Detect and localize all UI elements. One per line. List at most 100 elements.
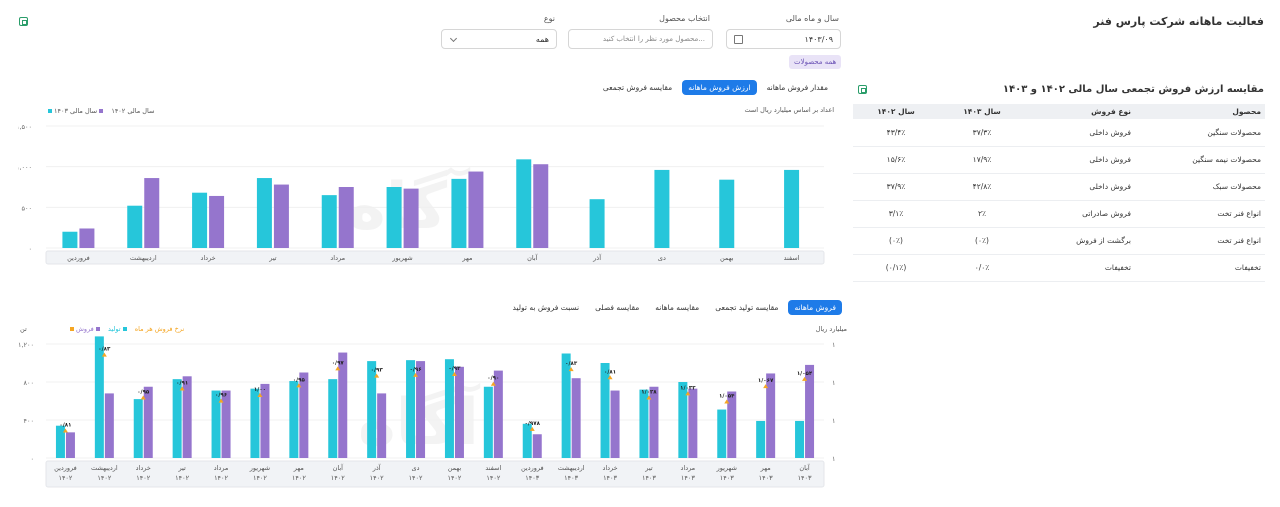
tab-cumulative-production[interactable]: مقایسه تولید تجمعی bbox=[715, 303, 779, 312]
x-tick-label: مهر bbox=[293, 464, 304, 472]
x-tick-year: ۱۴۰۲ bbox=[409, 474, 423, 482]
bar-sales bbox=[532, 434, 542, 458]
bar-1402 bbox=[451, 178, 467, 248]
x-tick-label: فروردین bbox=[521, 464, 544, 472]
x-tick-year: ۱۴۰۲ bbox=[58, 474, 72, 482]
rate-marker bbox=[101, 352, 107, 357]
y-tick-label: ۰ bbox=[31, 455, 35, 463]
x-tick-label: آذر bbox=[592, 253, 602, 262]
rate-marker bbox=[607, 375, 613, 380]
bar-1402 bbox=[589, 199, 605, 248]
bar-1402 bbox=[719, 179, 735, 248]
export-icon[interactable] bbox=[19, 17, 28, 26]
chart1-tabs: مقدار فروش ماهانه ارزش فروش ماهانه مقایس… bbox=[603, 80, 834, 95]
tab-monthly-compare[interactable]: مقایسه ماهانه bbox=[655, 303, 700, 312]
all-products-chip[interactable]: همه محصولات bbox=[789, 55, 842, 69]
bar-production bbox=[211, 390, 221, 458]
product-select[interactable]: محصول مورد نظر را انتخاب کنید... bbox=[568, 29, 713, 49]
x-tick-label: فروردین bbox=[67, 254, 90, 262]
rate-marker bbox=[568, 367, 574, 372]
bar-production bbox=[795, 420, 805, 458]
bar-production bbox=[639, 389, 649, 458]
bar-1403 bbox=[338, 187, 354, 248]
x-tick-year: ۱۴۰۲ bbox=[292, 474, 306, 482]
x-tick-label: آبان bbox=[527, 253, 539, 262]
bar-1402 bbox=[192, 192, 208, 248]
x-tick-year: ۱۴۰۲ bbox=[214, 474, 228, 482]
rate-label: ۰/۹۳ bbox=[371, 368, 384, 374]
rate-marker bbox=[374, 373, 380, 378]
tab-cumulative-compare[interactable]: مقایسه فروش تجمعی bbox=[602, 83, 673, 92]
bar-production bbox=[367, 361, 377, 458]
tab-monthly-value[interactable]: ارزش فروش ماهانه bbox=[682, 80, 757, 95]
x-tick-label: تیر bbox=[268, 254, 277, 262]
x-tick-label: شهریور bbox=[249, 464, 270, 472]
table-row: انواع فنر تخت برگشت از فروش (۰٪) (۰٪) bbox=[853, 227, 1265, 255]
rate-label: ۱/۰۰ bbox=[254, 387, 266, 393]
export-icon[interactable] bbox=[858, 85, 867, 94]
bar-production bbox=[756, 420, 766, 458]
rate-label: ۱/۰۵۴ bbox=[797, 371, 813, 377]
bar-production bbox=[717, 409, 727, 458]
x-tick-year: ۱۴۰۲ bbox=[331, 474, 345, 482]
rate-label: ۰/۹۱ bbox=[176, 381, 188, 387]
y-tick-label-right: ۱ bbox=[832, 455, 836, 463]
chart1-legend: سال مالی ۱۴۰۲ سال مالی ۱۴۰۳ bbox=[46, 107, 154, 115]
x-tick-year: ۱۴۰۳ bbox=[564, 474, 578, 482]
bar-sales bbox=[688, 388, 698, 458]
x-tick-label: دی bbox=[412, 464, 420, 472]
x-tick-label: دی bbox=[658, 254, 666, 262]
bar-sales bbox=[143, 386, 153, 458]
comparison-table: محصول نوع فروش سال ۱۴۰۳ سال ۱۴۰۲ محصولات… bbox=[853, 104, 1265, 282]
rate-marker bbox=[724, 399, 730, 404]
bar-production bbox=[678, 382, 688, 458]
page-title: فعالیت ماهانه شرکت پارس فنر bbox=[1093, 15, 1264, 28]
bar-1402 bbox=[784, 169, 800, 248]
rate-marker bbox=[218, 398, 224, 403]
rate-marker bbox=[685, 391, 691, 396]
rate-marker bbox=[62, 428, 68, 433]
y-tick-label-right: ۱ bbox=[832, 341, 836, 349]
bar-production bbox=[55, 425, 65, 458]
bar-1402 bbox=[321, 195, 337, 248]
x-tick-label: خرداد bbox=[200, 254, 215, 262]
y-tick-label: ۵۰۰ bbox=[22, 204, 32, 212]
chart1-subtitle: اعداد بر اساس میلیارد ریال است bbox=[744, 106, 834, 114]
rate-marker bbox=[646, 395, 652, 400]
x-tick-year: ۱۴۰۳ bbox=[603, 474, 617, 482]
x-tick-label: اسفند bbox=[784, 254, 800, 262]
y-tick-label: ۱,۰۰۰ bbox=[18, 164, 32, 172]
bar-production bbox=[600, 363, 610, 458]
bar-production bbox=[172, 379, 182, 458]
bar-1402 bbox=[256, 178, 272, 248]
rate-marker bbox=[529, 426, 535, 431]
rate-label: ۱/۰۵۴ bbox=[719, 393, 735, 399]
bar-sales bbox=[454, 366, 464, 458]
tab-monthly-quantity[interactable]: مقدار فروش ماهانه bbox=[766, 83, 828, 92]
table-row: محصولات نیمه سنگین فروش داخلی ۱۷/۹٪ ۱۵/۶… bbox=[853, 146, 1265, 174]
chart2-tabs: فروش ماهانه مقایسه تولید تجمعی مقایسه ما… bbox=[496, 300, 842, 315]
tab-monthly-sales[interactable]: فروش ماهانه bbox=[788, 300, 842, 315]
x-tick-year: ۱۴۰۳ bbox=[525, 474, 539, 482]
rate-marker bbox=[451, 372, 457, 377]
bar-1402 bbox=[386, 187, 402, 248]
type-select[interactable]: همه bbox=[441, 29, 557, 49]
bar-sales bbox=[493, 370, 503, 458]
tab-sales-production-ratio[interactable]: نسبت فروش به تولید bbox=[512, 303, 580, 312]
rate-label: ۰/۹۳ bbox=[448, 366, 461, 372]
x-tick-year: ۱۴۰۳ bbox=[642, 474, 656, 482]
x-tick-label: خرداد bbox=[136, 464, 151, 472]
tab-seasonal-compare[interactable]: مقایسه فصلی bbox=[595, 303, 640, 312]
bar-sales bbox=[260, 383, 270, 458]
col-sale-type: نوع فروش bbox=[1025, 104, 1135, 119]
x-tick-label: مهر bbox=[461, 254, 472, 262]
bar-1403 bbox=[273, 184, 289, 248]
bar-1402 bbox=[516, 159, 532, 248]
year-month-field[interactable]: ۱۴۰۳/۰۹ bbox=[726, 29, 841, 49]
x-tick-label: تیر bbox=[644, 464, 653, 472]
x-tick-year: ۱۴۰۲ bbox=[136, 474, 150, 482]
y-tick-label: ۱,۲۰۰ bbox=[18, 341, 34, 349]
bar-sales bbox=[416, 361, 426, 458]
bar-1403 bbox=[533, 164, 549, 248]
bar-sales bbox=[805, 364, 815, 458]
